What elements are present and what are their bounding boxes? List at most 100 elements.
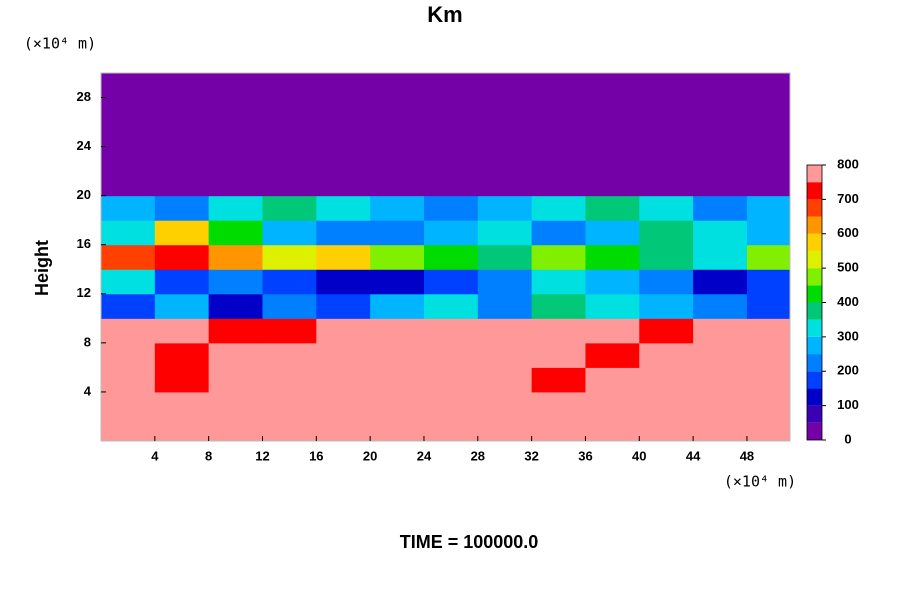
heat-cell: [693, 367, 748, 393]
heat-cell: [154, 73, 210, 99]
heat-cell: [101, 97, 156, 123]
heat-cell: [316, 122, 371, 148]
heat-cell: [423, 171, 479, 197]
heat-cell: [531, 367, 586, 393]
heat-cell: [316, 391, 371, 417]
heat-cell: [262, 171, 317, 197]
colorbar-tick-label: 200: [837, 363, 859, 378]
heat-cell: [208, 146, 263, 172]
heat-cell: [208, 171, 263, 197]
heat-cell: [693, 122, 748, 148]
heat-cell: [531, 122, 586, 148]
x-tick-label: 8: [205, 448, 212, 463]
heat-cell: [316, 342, 371, 368]
heat-cell: [101, 122, 156, 148]
heat-cell: [585, 293, 640, 319]
heat-cell: [370, 171, 425, 197]
heat-cell: [316, 416, 371, 441]
heat-cell: [154, 269, 210, 295]
heat-cell: [423, 416, 479, 441]
heat-cell: [262, 391, 317, 417]
colorbar-swatch: [807, 233, 822, 251]
heat-cell: [316, 244, 371, 270]
heat-cell: [746, 73, 790, 99]
heat-cell: [423, 97, 479, 123]
heat-cell: [585, 367, 640, 393]
heat-cell: [101, 416, 156, 441]
heat-cell: [370, 269, 425, 295]
heat-cell: [693, 220, 748, 246]
colorbar-swatch: [807, 302, 822, 320]
heat-cell: [370, 367, 425, 393]
heat-cell: [370, 318, 425, 344]
heat-cell: [262, 342, 317, 368]
heat-cell: [639, 244, 694, 270]
heat-cell: [423, 220, 479, 246]
heat-cell: [746, 244, 790, 270]
heat-cell: [101, 244, 156, 270]
x-tick-label: 12: [255, 448, 269, 463]
heat-cell: [693, 244, 748, 270]
heat-cell: [531, 97, 586, 123]
heat-cell: [477, 367, 533, 393]
colorbar-swatch: [807, 250, 822, 269]
heat-cell: [208, 269, 263, 295]
heat-cell: [316, 171, 371, 197]
heat-cell: [423, 195, 479, 221]
heat-cell: [154, 318, 210, 344]
heat-cell: [639, 391, 694, 417]
heat-cell: [639, 73, 694, 99]
heat-cell: [208, 342, 263, 368]
heat-cell: [208, 73, 263, 99]
heat-cell: [101, 367, 156, 393]
heat-cell: [208, 318, 263, 344]
heat-cell: [639, 416, 694, 441]
heat-cell: [585, 122, 640, 148]
heat-cell: [101, 146, 156, 172]
colorbar-swatch: [807, 216, 822, 234]
heat-cell: [423, 146, 479, 172]
x-tick-label: 16: [309, 448, 323, 463]
heat-cell: [531, 293, 586, 319]
heat-cell: [101, 220, 156, 246]
heat-cell: [423, 318, 479, 344]
heat-cell: [262, 269, 317, 295]
heat-cell: [262, 220, 317, 246]
heat-cell: [693, 269, 748, 295]
heat-cell: [746, 269, 790, 295]
heat-cell: [423, 269, 479, 295]
colorbar-swatch: [807, 319, 822, 337]
y-tick-label: 12: [77, 285, 91, 300]
heat-cell: [585, 416, 640, 441]
heat-cell: [154, 367, 210, 393]
heat-cell: [639, 342, 694, 368]
colorbar-swatch: [807, 285, 822, 303]
heat-cell: [370, 122, 425, 148]
y-tick-label: 24: [77, 138, 92, 153]
heat-cell: [262, 195, 317, 221]
colorbar-swatch: [807, 388, 822, 406]
heat-cell: [154, 391, 210, 417]
heat-cell: [208, 244, 263, 270]
x-tick-label: 28: [471, 448, 485, 463]
heat-cell: [585, 97, 640, 123]
x-tick-label: 44: [686, 448, 701, 463]
colorbar-tick-label: 800: [837, 156, 859, 171]
colorbar-swatch: [807, 199, 822, 217]
heat-cell: [585, 73, 640, 99]
heat-cell: [262, 73, 317, 99]
heat-cell: [262, 318, 317, 344]
heat-cell: [693, 293, 748, 319]
heat-cell: [154, 97, 210, 123]
heat-cell: [746, 318, 790, 344]
heat-cell: [370, 97, 425, 123]
heat-cell: [531, 195, 586, 221]
x-tick-label: 32: [524, 448, 538, 463]
heat-cell: [370, 416, 425, 441]
heat-cell: [477, 122, 533, 148]
colorbar-tick-label: 100: [837, 397, 859, 412]
colorbar-swatch: [807, 165, 822, 183]
heat-cell: [316, 318, 371, 344]
heat-cell: [639, 293, 694, 319]
